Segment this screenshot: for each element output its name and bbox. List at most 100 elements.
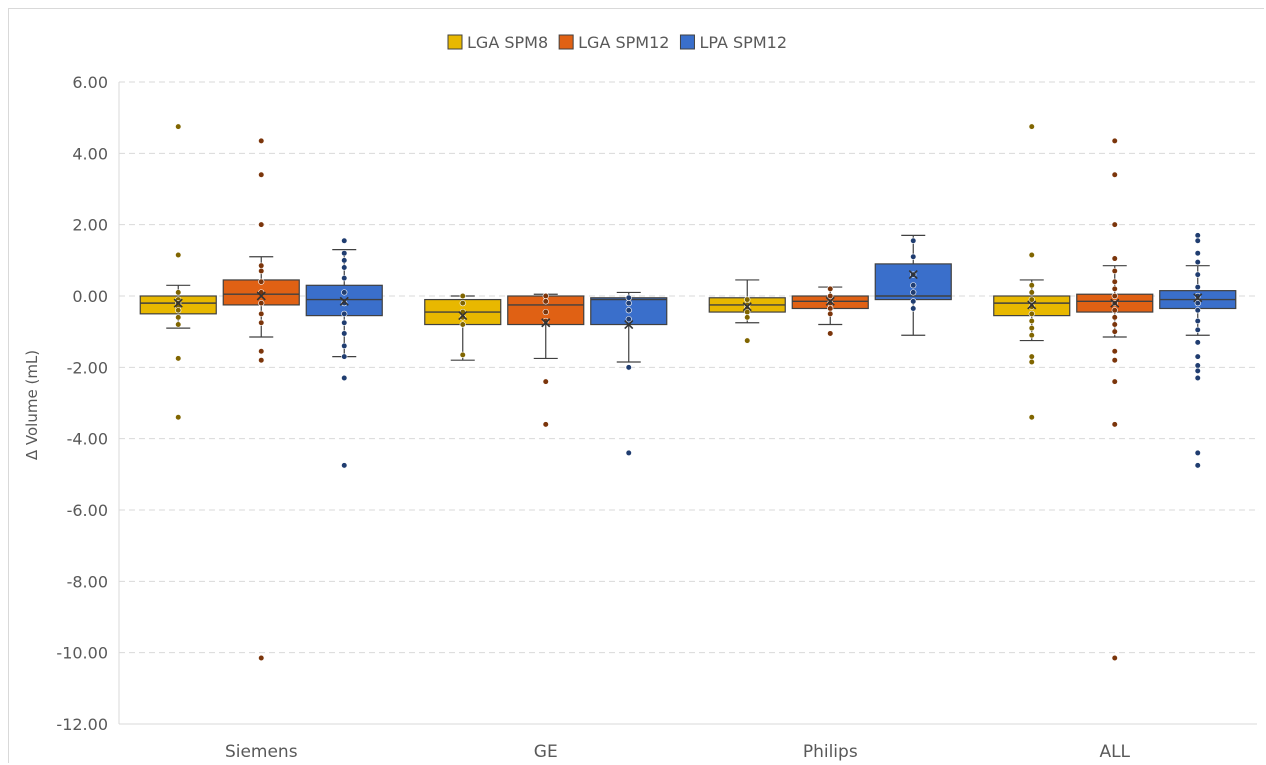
data-point: [1111, 654, 1118, 662]
data-point: [542, 421, 549, 428]
legend-swatch: [447, 34, 463, 50]
data-point: [625, 316, 632, 323]
box-lga-spm8-ge: [424, 292, 502, 361]
legend: LGA SPM8 LGA SPM12 LPA SPM12: [447, 33, 787, 52]
data-point: [1194, 374, 1201, 382]
data-point: [175, 307, 182, 314]
data-point: [258, 357, 265, 364]
data-point: [625, 364, 632, 371]
data-point: [258, 348, 265, 355]
box-lga-spm12-all: [1076, 137, 1154, 662]
data-point: [542, 378, 549, 385]
data-point: [175, 251, 182, 259]
y-tick-label: 4.00: [72, 144, 108, 163]
legend-label: LPA SPM12: [699, 33, 787, 52]
data-point: [1028, 289, 1035, 296]
chart-frame: [8, 8, 1264, 763]
data-point: [459, 300, 466, 307]
data-point: [1028, 317, 1035, 325]
data-point: [175, 321, 182, 328]
mean-marker: [339, 296, 349, 306]
data-point: [542, 298, 549, 305]
mean-marker: [173, 298, 183, 308]
data-point: [910, 253, 917, 260]
mean-marker: [742, 302, 752, 312]
data-point: [1194, 250, 1201, 257]
data-point: [341, 275, 348, 282]
data-point: [1194, 462, 1201, 469]
data-point: [175, 123, 182, 130]
data-point: [910, 282, 917, 289]
data-point: [1194, 326, 1201, 333]
data-point: [827, 330, 834, 337]
data-point: [542, 292, 549, 300]
box-lga-spm12-ge: [507, 292, 585, 428]
data-point: [1194, 339, 1201, 346]
data-point: [341, 250, 348, 257]
data-point: [1194, 307, 1201, 314]
data-point: [1194, 362, 1201, 369]
plot-area: [139, 123, 1237, 662]
mean-marker: [256, 291, 266, 301]
data-point: [341, 462, 348, 469]
data-point: [910, 237, 917, 244]
data-point: [1028, 325, 1035, 332]
box-lpa-spm12-all: [1159, 232, 1237, 469]
x-tick-label: ALL: [1099, 742, 1130, 762]
data-point: [341, 264, 348, 271]
box-lga-spm12-siemens: [222, 137, 300, 662]
x-tick-label: Philips: [803, 742, 858, 762]
y-axis-label: Δ Volume (mL): [23, 350, 41, 460]
data-point: [1111, 314, 1118, 321]
data-point: [1028, 282, 1035, 289]
data-point: [258, 267, 265, 275]
data-point: [459, 321, 466, 328]
data-point: [1194, 300, 1201, 307]
data-point: [1028, 123, 1035, 130]
data-point: [1111, 255, 1118, 262]
data-point: [341, 310, 348, 317]
data-point: [1028, 310, 1035, 317]
data-point: [341, 319, 348, 326]
data-point: [1111, 285, 1118, 292]
data-point: [1111, 357, 1118, 364]
x-tick-label: Siemens: [225, 742, 298, 762]
data-point: [258, 654, 265, 662]
data-point: [258, 319, 265, 326]
box-lga-spm8-siemens: [139, 123, 217, 421]
data-point: [910, 305, 917, 312]
data-point: [1111, 221, 1118, 228]
data-point: [827, 292, 834, 300]
legend-label: LGA SPM12: [578, 33, 669, 52]
mean-marker: [908, 270, 918, 280]
data-point: [1194, 232, 1201, 239]
data-point: [1194, 237, 1201, 244]
data-point: [1111, 321, 1118, 328]
y-tick-label: 6.00: [72, 73, 108, 92]
data-point: [175, 289, 182, 296]
data-point: [341, 342, 348, 350]
x-tick-label: GE: [534, 742, 558, 762]
mean-marker: [624, 319, 634, 330]
y-tick-label: 2.00: [72, 216, 108, 235]
data-point: [341, 257, 348, 264]
data-point: [1111, 328, 1118, 335]
data-point: [1111, 421, 1118, 428]
data-point: [827, 310, 834, 317]
data-point: [1111, 378, 1118, 385]
data-point: [1111, 348, 1118, 355]
data-point: [1194, 271, 1201, 278]
data-point: [827, 285, 834, 292]
mean-marker: [1193, 293, 1203, 303]
data-point: [1194, 449, 1201, 457]
data-point: [258, 171, 265, 178]
data-point: [341, 353, 348, 360]
data-point: [1111, 171, 1118, 178]
gridlines: [119, 81, 1257, 654]
box-lga-spm8-philips: [708, 279, 786, 344]
data-point: [341, 330, 348, 337]
y-tick-label: -10.00: [56, 644, 108, 663]
data-point: [1028, 414, 1035, 421]
mean-marker: [825, 296, 835, 306]
